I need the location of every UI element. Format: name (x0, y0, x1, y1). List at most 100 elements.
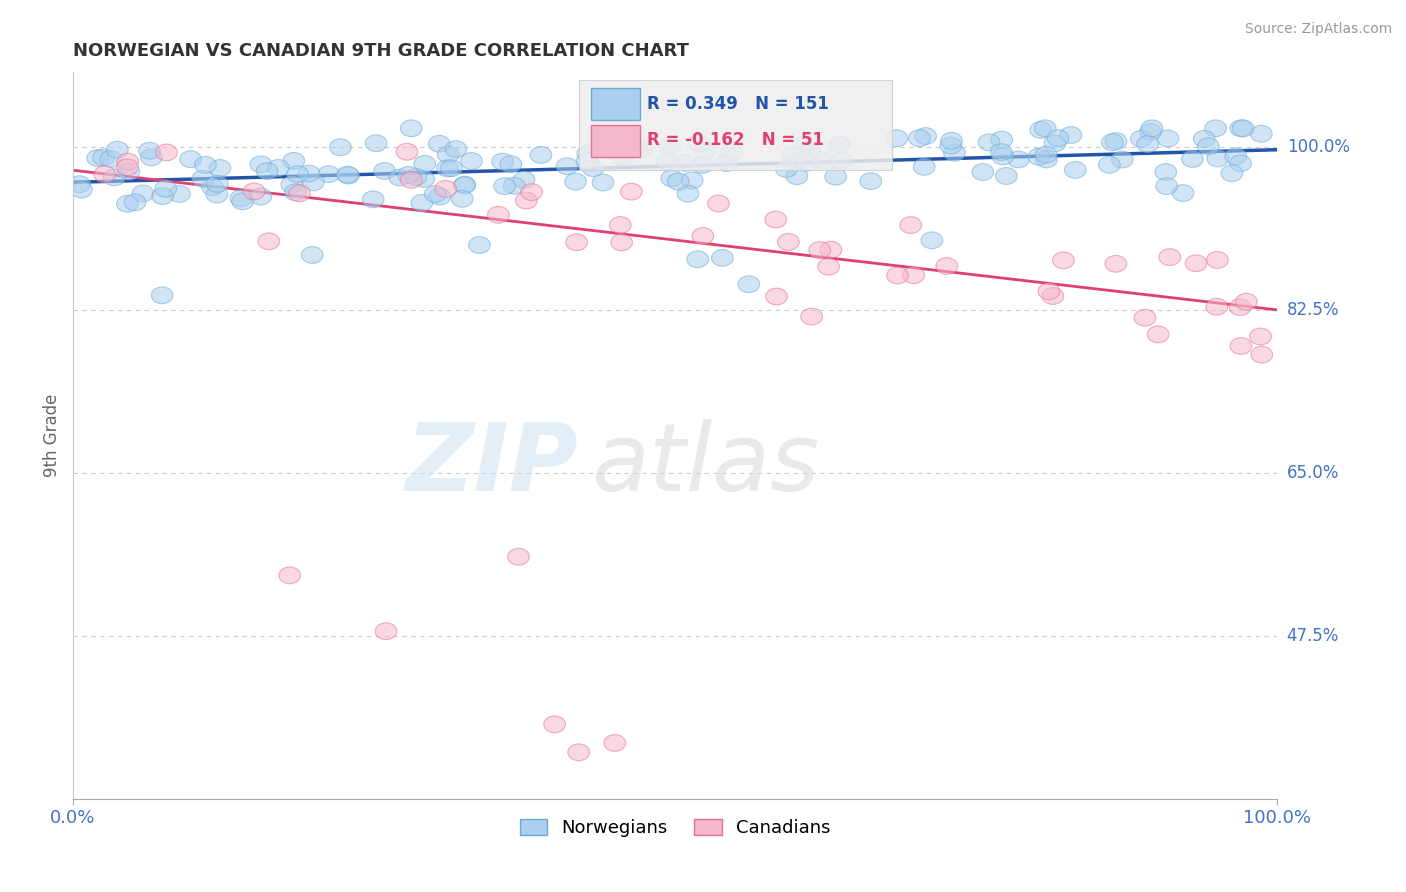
Ellipse shape (468, 236, 491, 253)
Ellipse shape (1156, 178, 1177, 194)
Ellipse shape (801, 308, 823, 325)
Ellipse shape (825, 169, 846, 185)
Ellipse shape (720, 144, 742, 161)
Ellipse shape (139, 143, 160, 159)
Ellipse shape (152, 287, 173, 303)
Ellipse shape (828, 136, 851, 153)
Ellipse shape (796, 154, 818, 171)
Ellipse shape (363, 191, 384, 208)
Ellipse shape (375, 623, 396, 640)
Ellipse shape (830, 153, 852, 169)
Ellipse shape (1159, 249, 1181, 266)
Ellipse shape (886, 130, 908, 146)
Ellipse shape (1147, 326, 1168, 343)
Ellipse shape (887, 267, 908, 284)
Ellipse shape (243, 183, 264, 200)
Ellipse shape (695, 142, 716, 159)
Ellipse shape (661, 170, 682, 186)
Ellipse shape (1035, 146, 1057, 163)
Ellipse shape (794, 136, 815, 153)
Ellipse shape (1135, 310, 1156, 326)
Ellipse shape (1185, 255, 1206, 271)
Ellipse shape (1047, 129, 1069, 146)
Ellipse shape (401, 120, 422, 136)
Ellipse shape (972, 163, 994, 180)
Ellipse shape (1008, 151, 1029, 168)
Ellipse shape (267, 160, 290, 177)
Ellipse shape (914, 159, 935, 175)
Ellipse shape (329, 139, 352, 155)
Ellipse shape (152, 187, 173, 204)
Ellipse shape (943, 145, 966, 161)
Ellipse shape (678, 186, 699, 202)
Ellipse shape (612, 149, 633, 165)
Ellipse shape (799, 143, 821, 160)
Ellipse shape (1028, 148, 1050, 165)
Ellipse shape (437, 160, 458, 177)
Ellipse shape (401, 171, 422, 188)
Ellipse shape (1112, 151, 1133, 168)
Ellipse shape (429, 136, 450, 153)
Ellipse shape (1154, 163, 1177, 180)
Ellipse shape (256, 162, 278, 179)
Ellipse shape (1251, 346, 1272, 363)
Text: Source: ZipAtlas.com: Source: ZipAtlas.com (1244, 22, 1392, 37)
Ellipse shape (318, 166, 339, 183)
Ellipse shape (503, 178, 524, 194)
Ellipse shape (689, 135, 710, 152)
Ellipse shape (1225, 148, 1247, 165)
Ellipse shape (413, 155, 436, 172)
Ellipse shape (508, 549, 529, 565)
Ellipse shape (520, 184, 543, 201)
Ellipse shape (682, 172, 703, 189)
Ellipse shape (516, 192, 537, 209)
Ellipse shape (776, 161, 797, 178)
Ellipse shape (257, 233, 280, 250)
Ellipse shape (1198, 138, 1219, 154)
Ellipse shape (107, 141, 128, 158)
Ellipse shape (429, 188, 450, 205)
Ellipse shape (396, 144, 418, 161)
Ellipse shape (692, 227, 714, 244)
Ellipse shape (1130, 130, 1152, 147)
Ellipse shape (141, 149, 162, 166)
Ellipse shape (993, 148, 1014, 165)
Ellipse shape (494, 178, 516, 194)
Ellipse shape (278, 567, 301, 583)
Ellipse shape (281, 177, 302, 193)
Ellipse shape (301, 246, 323, 263)
Ellipse shape (900, 217, 921, 234)
Ellipse shape (1205, 120, 1226, 136)
Ellipse shape (231, 190, 252, 207)
Ellipse shape (250, 156, 271, 173)
Ellipse shape (336, 166, 359, 183)
Ellipse shape (440, 160, 463, 177)
Ellipse shape (488, 206, 509, 223)
Ellipse shape (207, 176, 228, 193)
Ellipse shape (921, 232, 942, 249)
Ellipse shape (513, 171, 534, 188)
Ellipse shape (1137, 136, 1159, 153)
Ellipse shape (117, 195, 138, 212)
Ellipse shape (786, 168, 807, 185)
Ellipse shape (658, 137, 681, 154)
Ellipse shape (461, 153, 482, 169)
Text: R = 0.349   N = 151: R = 0.349 N = 151 (647, 95, 830, 112)
Ellipse shape (1220, 165, 1243, 182)
Ellipse shape (1105, 133, 1126, 150)
Ellipse shape (544, 716, 565, 732)
Ellipse shape (155, 180, 177, 197)
Ellipse shape (1098, 156, 1121, 173)
Ellipse shape (557, 158, 578, 175)
Ellipse shape (941, 132, 962, 149)
Ellipse shape (1194, 130, 1215, 147)
Ellipse shape (124, 194, 146, 211)
Ellipse shape (451, 190, 472, 207)
Ellipse shape (609, 217, 631, 234)
Ellipse shape (576, 145, 599, 162)
Ellipse shape (818, 259, 839, 275)
Ellipse shape (389, 169, 411, 186)
Ellipse shape (1140, 123, 1161, 140)
Ellipse shape (990, 144, 1012, 161)
Text: ZIP: ZIP (406, 418, 579, 511)
